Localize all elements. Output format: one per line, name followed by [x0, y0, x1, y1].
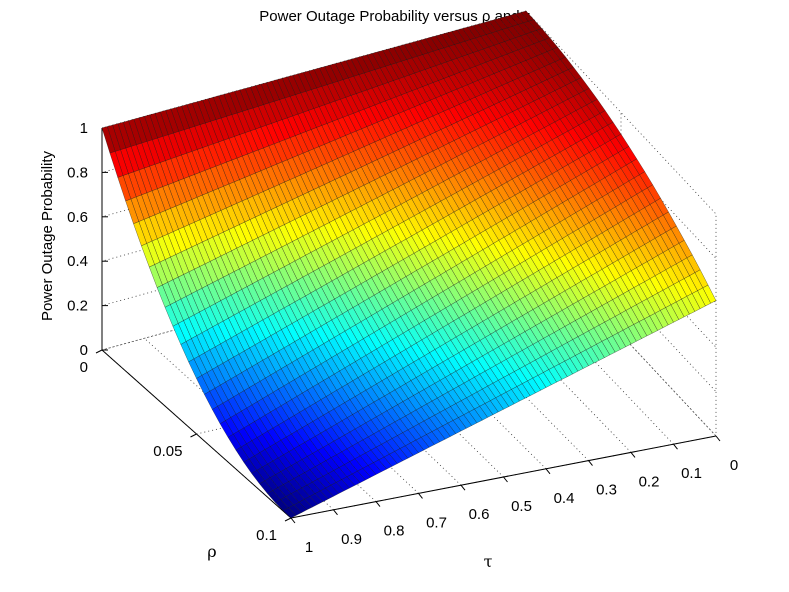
- tau-tick-label: 0.4: [554, 490, 575, 507]
- surface: [101, 10, 717, 519]
- rho-tick-label: 0.05: [153, 443, 182, 460]
- tau-tick: [630, 452, 636, 458]
- rho-tick: [284, 517, 292, 522]
- surface-patch: [282, 507, 297, 519]
- rho-axis-label: ρ: [207, 542, 216, 561]
- rho-tick: [95, 349, 103, 354]
- z-tick-label: 0.2: [67, 298, 88, 315]
- tau-tick-label: 0.2: [639, 473, 660, 490]
- axes: [95, 127, 721, 524]
- tau-tick-label: 0.7: [426, 514, 447, 531]
- grid-line: [356, 279, 547, 470]
- tau-tick-label: 1: [305, 539, 313, 556]
- tau-tick-label: 0.1: [681, 465, 702, 482]
- tau-tick-label: 0.3: [596, 482, 617, 499]
- tau-tick: [290, 517, 296, 524]
- chart-title: Power Outage Probability versus ρ and τ: [259, 8, 530, 25]
- rho-tick: [190, 433, 197, 438]
- tau-axis-label: τ: [484, 552, 493, 571]
- tau-tick: [333, 509, 338, 516]
- z-tick-label: 0.6: [67, 209, 88, 226]
- tau-tick-label: 0.6: [469, 506, 490, 523]
- tau-tick: [673, 443, 678, 450]
- tau-tick: [460, 484, 466, 491]
- grid-line: [144, 338, 334, 511]
- tau-tick: [503, 476, 508, 483]
- tau-tick: [418, 493, 423, 499]
- rho-tick-label: 0.1: [256, 527, 277, 544]
- tau-tick-label: 0.5: [511, 498, 532, 515]
- tau-tick: [375, 501, 381, 507]
- z-axis-label: Power Outage Probability: [39, 150, 56, 321]
- z-tick-label: 0.4: [67, 253, 88, 270]
- tick-labels: 0 0.2 0.4 0.6 0.8 1 0 0.1 0.2 0.3 0.4 0.5 0.6 0.7 0.8 0…: [39, 120, 738, 571]
- z-tick-label: 0: [80, 342, 88, 359]
- tau-tick: [588, 460, 593, 466]
- rho-tick-label: 0: [80, 359, 88, 376]
- tau-tick-label: 0.9: [341, 531, 362, 548]
- z-tick-label: 0.8: [67, 164, 88, 181]
- tau-tick: [715, 435, 721, 442]
- z-tick-label: 1: [80, 120, 88, 137]
- tau-tick-label: 0: [730, 457, 738, 474]
- tau-tick: [545, 468, 551, 475]
- tau-tick-label: 0.8: [384, 523, 405, 540]
